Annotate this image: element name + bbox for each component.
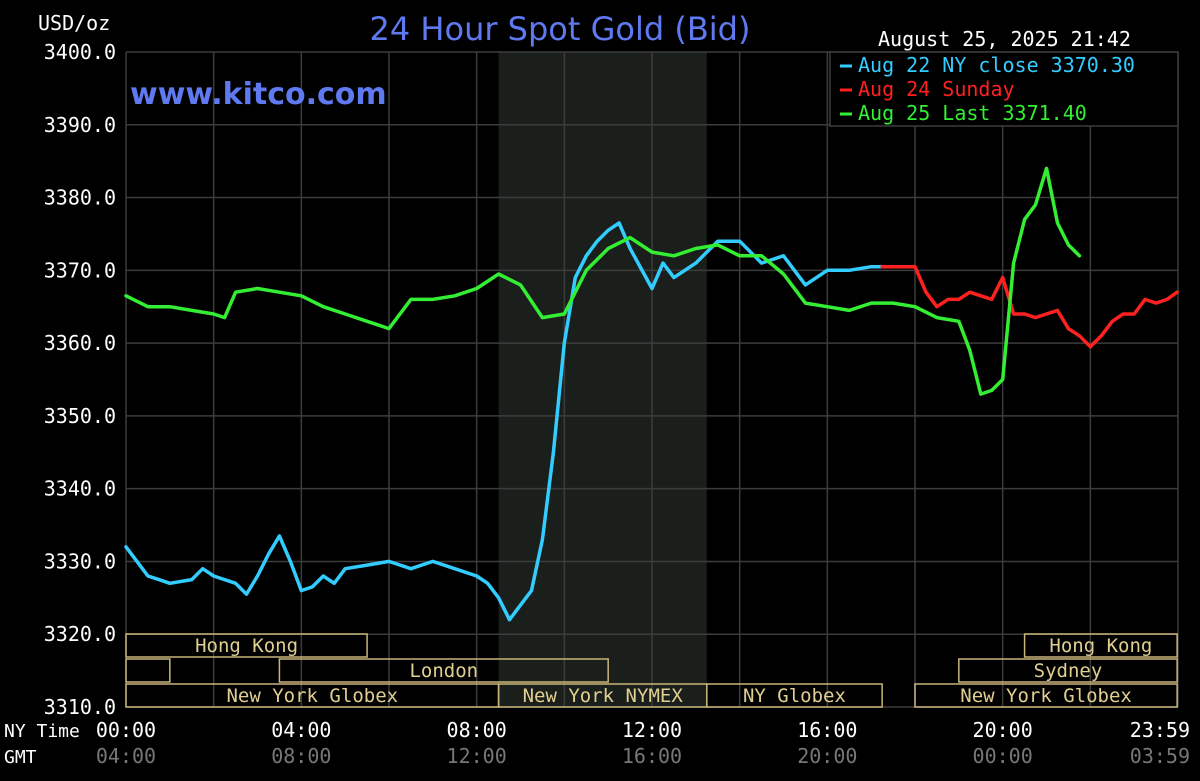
x-tick-label: 16:00 [797,718,857,742]
session-bar [958,658,1178,683]
x-tick-label: 12:00 [447,744,507,768]
x-axis-row-label: NY Time [4,721,80,742]
x-tick-label: 03:59 [1130,744,1190,768]
x-axis-row-label: GMT [4,747,37,768]
y-tick-label: 3370.0 [44,258,116,282]
x-tick-label: 00:00 [973,744,1033,768]
session-bar [125,658,171,683]
session-label: Hong Kong [1049,635,1152,657]
y-tick-label: 3390.0 [44,113,116,137]
legend-box [829,51,1179,127]
chart-title: 24 Hour Spot Gold (Bid) [370,10,751,48]
session-label: New York NYMEX [523,685,684,707]
x-tick-labels: NY Time 00:00 04:00 08:00 12:00 16:00 20:00 23:… [4,718,1190,768]
session-bar [706,683,883,708]
series-line [124,221,884,622]
legend-entry: Aug 24 Sunday [858,77,1015,101]
session-label: NY Globex [743,685,846,707]
y-tick-label: 3320.0 [44,622,116,646]
x-tick-label: 16:00 [622,744,682,768]
session-label: Hong Kong [195,635,298,657]
x-tick-label: 04:00 [96,744,156,768]
shaded-session [498,52,707,707]
x-tick-label: 08:00 [271,744,331,768]
session-label: New York Globex [226,685,398,707]
x-tick-label: 23:59 [1130,718,1190,742]
session-label: Sydney [1034,660,1103,682]
session-bar [278,658,609,683]
y-tick-label: 3330.0 [44,549,116,573]
x-tick-label: 20:00 [797,744,857,768]
session-label: New York Globex [960,685,1132,707]
x-tick-label: 12:00 [622,718,682,742]
y-tick-labels: 3400.0 3390.0 3380.0 3370.0 3360.0 3350.0 3340… [44,40,116,719]
session-bar [914,683,1178,708]
session-bar [1023,633,1178,658]
y-tick-label: 3400.0 [44,40,116,64]
x-tick-label: 04:00 [271,718,331,742]
series-line [880,264,1179,349]
series-lines [124,166,1179,622]
session-label: London [409,660,478,682]
nymex-shade [498,52,707,707]
y-tick-label: 3380.0 [44,186,116,210]
session-bars: Hong Kong London New York Globex New York N… [125,633,1178,708]
x-tick-label: 08:00 [447,718,507,742]
y-tick-label: 3310.0 [44,695,116,719]
y-axis-unit-label: USD/oz [38,11,110,35]
legend-entry: Aug 22 NY close 3370.30 [858,53,1135,77]
kitco-watermark: www.kitco.com [130,77,387,112]
grid [125,51,1179,708]
legend-entry: Aug 25 Last 3371.40 [858,101,1087,125]
session-bar [125,633,368,658]
y-tick-label: 3360.0 [44,331,116,355]
series-line [124,166,1082,396]
chart-timestamp: August 25, 2025 21:42 [878,27,1131,51]
x-tick-label: 20:00 [973,718,1033,742]
y-tick-label: 3350.0 [44,404,116,428]
x-tick-label: 00:00 [96,718,156,742]
y-tick-label: 3340.0 [44,477,116,501]
